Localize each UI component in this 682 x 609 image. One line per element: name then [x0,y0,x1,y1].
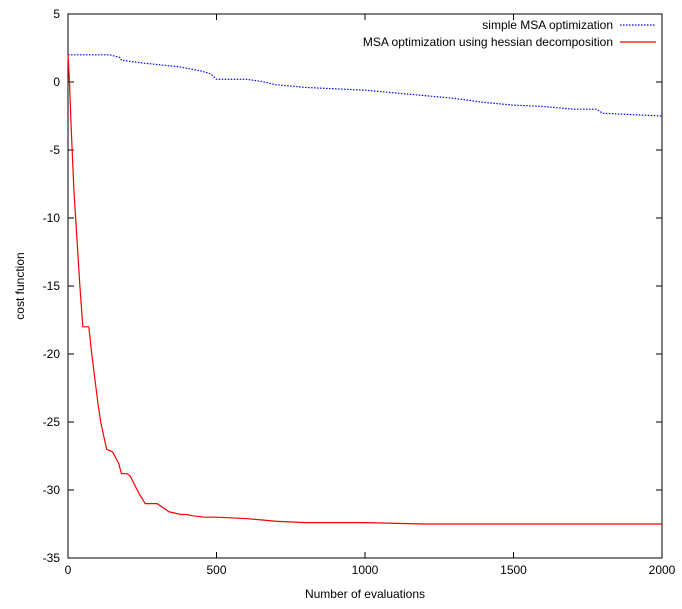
y-tick-label: -20 [43,347,61,361]
x-tick-label: 1500 [500,563,527,577]
x-axis-title: Number of evaluations [305,587,425,601]
x-tick-label: 2000 [649,563,676,577]
series-line-0 [68,54,663,117]
series-layer [67,54,663,525]
x-tick-label: 0 [65,563,72,577]
y-axis-title: cost function [13,252,27,319]
legend-label-hessian: MSA optimization using hessian decomposi… [363,35,613,49]
plot-area [67,13,663,559]
y-tick-label: -10 [43,211,61,225]
y-tick-label: -5 [49,143,60,157]
legend: simple MSA optimization MSA optimization… [363,18,656,49]
y-tick-label: -30 [43,483,61,497]
y-tick-label: 5 [53,7,60,21]
x-axis: 0 500 1000 1500 2000 [65,14,676,577]
legend-label-simple: simple MSA optimization [482,18,613,32]
y-tick-label: -25 [43,415,61,429]
x-tick-label: 1000 [352,563,379,577]
y-axis: 5 0 -5 -10 -15 -20 -25 -30 -35 [43,7,662,565]
x-tick-label: 500 [206,563,226,577]
y-tick-label: -35 [43,551,61,565]
y-tick-label: 0 [53,75,60,89]
series-line-1 [67,54,662,525]
y-tick-label: -15 [43,279,61,293]
